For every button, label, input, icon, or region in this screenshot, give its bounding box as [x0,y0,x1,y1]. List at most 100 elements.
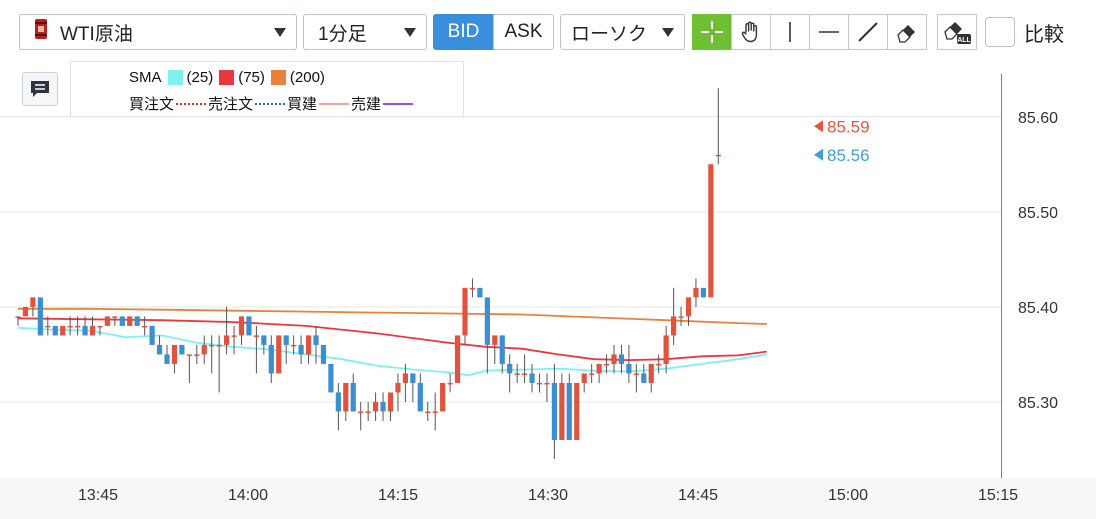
x-tick-label: 15:15 [978,487,1018,504]
vertical-line-tool-button[interactable] [770,14,810,50]
candle-body [261,335,267,345]
buy-position-line [319,102,350,105]
hand-pan-icon [741,21,758,43]
sma200-swatch [270,70,286,85]
candle-body [611,354,617,364]
candle-body [22,306,29,317]
sma200-period: (200) [289,69,325,86]
eraser-icon [897,25,915,43]
chevron-down-icon [274,28,286,37]
sma75-period: (75) [238,69,265,86]
candle-body [30,297,36,307]
erase-all-tool-button[interactable]: ALL [937,14,977,50]
candle-body [559,382,565,440]
sma25-swatch [167,70,183,85]
candle-body [179,344,185,355]
candle-body [626,363,632,374]
candle-body [119,316,125,326]
candle-body [596,363,602,374]
buy-order-label: 買注文 [129,96,175,113]
candle-body [365,411,371,413]
candle-body [462,287,468,336]
horizontal-line-tool-button[interactable] [809,14,849,50]
candle-body [201,344,207,355]
horizontal-line-icon [819,31,839,33]
buy-order-line [176,102,207,105]
candle-body [104,316,110,326]
buy-position-label: 買建 [287,96,318,113]
pan-tool-button[interactable] [731,14,771,50]
candle-body [164,354,170,364]
bid-button[interactable]: BID [433,14,494,50]
candle-body [276,335,282,374]
candle-body [52,325,58,336]
compare-checkbox[interactable] [985,17,1015,47]
candle-body [238,316,245,336]
chart-type-label: ローソク [571,23,648,45]
x-tick-label: 14:15 [378,487,418,504]
candle-body [477,287,483,298]
candle-body [305,335,312,355]
candle-body [194,354,200,356]
y-tick-label: 85.30 [1018,395,1058,412]
candle-body [283,335,289,345]
chevron-down-icon [404,28,416,37]
candle-body [97,325,103,328]
price-chart[interactable]: 85.30 85.40 85.50 85.60 13:45 14:00 14:15 14:30… [0,62,1096,519]
sell-position-line [383,102,414,105]
candle-body [15,316,21,318]
candle-body [402,373,408,383]
candle-body [328,363,334,393]
y-tick-label: 85.40 [1018,300,1058,317]
candle-body [663,335,669,364]
candle-body [186,354,192,356]
sma-legend-row: SMA (25) (75) (200) [129,69,325,86]
trendline-tool-button[interactable] [848,14,888,50]
candle-body [410,373,416,383]
sma25-period: (25) [186,69,214,86]
candle-body [715,154,721,157]
candle-body [320,344,327,364]
candle-body [298,344,304,355]
candle-body [358,411,364,413]
candle-body [574,382,580,440]
plot-background [0,74,1001,478]
sma-label: SMA [129,69,162,86]
candle-body [581,373,587,383]
candle-body [387,392,394,412]
candle-body [343,382,349,412]
chart-area: 85.30 85.40 85.50 85.60 13:45 14:00 14:15 14:30… [0,62,1096,519]
candle-body [373,401,379,412]
candle-body [529,373,535,383]
eraser-tool-button[interactable] [887,14,927,50]
timeframe-select[interactable]: 1分足 [303,14,427,50]
x-tick-label: 14:45 [678,487,718,504]
sell-order-line [255,102,286,105]
chat-icon [31,81,49,97]
ask-button[interactable]: ASK [493,14,554,50]
candle-body [551,382,557,440]
candle-body [484,297,490,345]
chart-type-select[interactable]: ローソク [560,14,685,50]
y-tick-label: 85.60 [1018,110,1058,127]
trendline-icon [858,22,878,42]
candle-body [440,382,446,412]
instrument-label: WTI原油 [60,23,133,45]
candle-body [253,335,259,337]
chevron-down-icon [662,28,674,37]
candle-body [134,316,140,326]
candle-body [350,382,356,412]
instrument-select[interactable]: WTI原油 [19,14,297,50]
candle-body [499,335,505,364]
price-marker-arrow [814,148,823,161]
candle-body [313,335,319,345]
sma200-line [18,307,767,325]
ask-label: ASK [504,21,543,42]
x-tick-label: 15:00 [828,487,868,504]
crosshair-tool-button[interactable] [692,14,732,50]
candle-body [75,325,81,328]
candle-body [291,344,297,347]
candle-body [142,325,148,328]
chat-button[interactable] [22,72,58,106]
timeframe-label: 1分足 [318,23,367,45]
